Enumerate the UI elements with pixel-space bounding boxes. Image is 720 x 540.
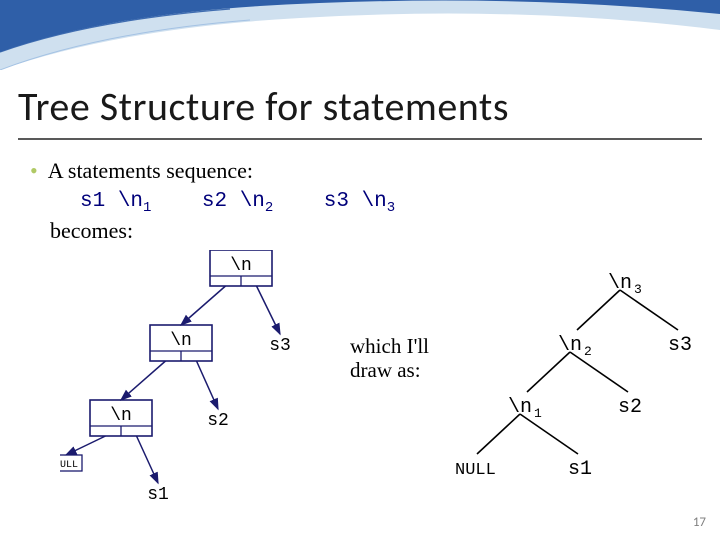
svg-text:s2: s2: [207, 411, 229, 431]
svg-text:\n: \n: [230, 256, 252, 276]
svg-text:\n: \n: [110, 406, 132, 426]
title-underline: [18, 138, 702, 140]
svg-text:s3: s3: [668, 334, 692, 357]
svg-text:\n: \n: [508, 396, 532, 419]
page-title: Tree Structure for statements: [18, 82, 509, 131]
svg-text:NULL: NULL: [455, 461, 496, 480]
header-swoosh: [0, 0, 720, 70]
svg-text:3: 3: [634, 282, 642, 297]
svg-text:1: 1: [534, 406, 542, 421]
which-text: which I'll draw as:: [350, 334, 429, 382]
svg-text:\n: \n: [170, 331, 192, 351]
svg-text:\n: \n: [608, 272, 632, 295]
page-number: 17: [693, 515, 706, 530]
left-box-tree: \n \n \n NULL s3 s2 s1: [60, 250, 380, 530]
svg-text:\n: \n: [558, 334, 582, 357]
statement-sequence: s1 \n1 s2 \n2 s3 \n3: [80, 190, 395, 216]
bullet-line: • A statements sequence:: [30, 158, 253, 184]
svg-text:s2: s2: [618, 396, 642, 419]
bullet-text: A statements sequence:: [48, 158, 253, 183]
becomes-text: becomes:: [50, 218, 133, 244]
svg-text:s1: s1: [568, 458, 592, 481]
svg-text:NULL: NULL: [60, 460, 78, 471]
svg-text:s3: s3: [269, 336, 291, 356]
svg-text:2: 2: [584, 344, 592, 359]
bullet-dot: •: [30, 158, 38, 183]
right-plain-tree: \n3\n2\n1s3s2s1NULL: [430, 270, 720, 500]
svg-text:s1: s1: [147, 485, 169, 505]
